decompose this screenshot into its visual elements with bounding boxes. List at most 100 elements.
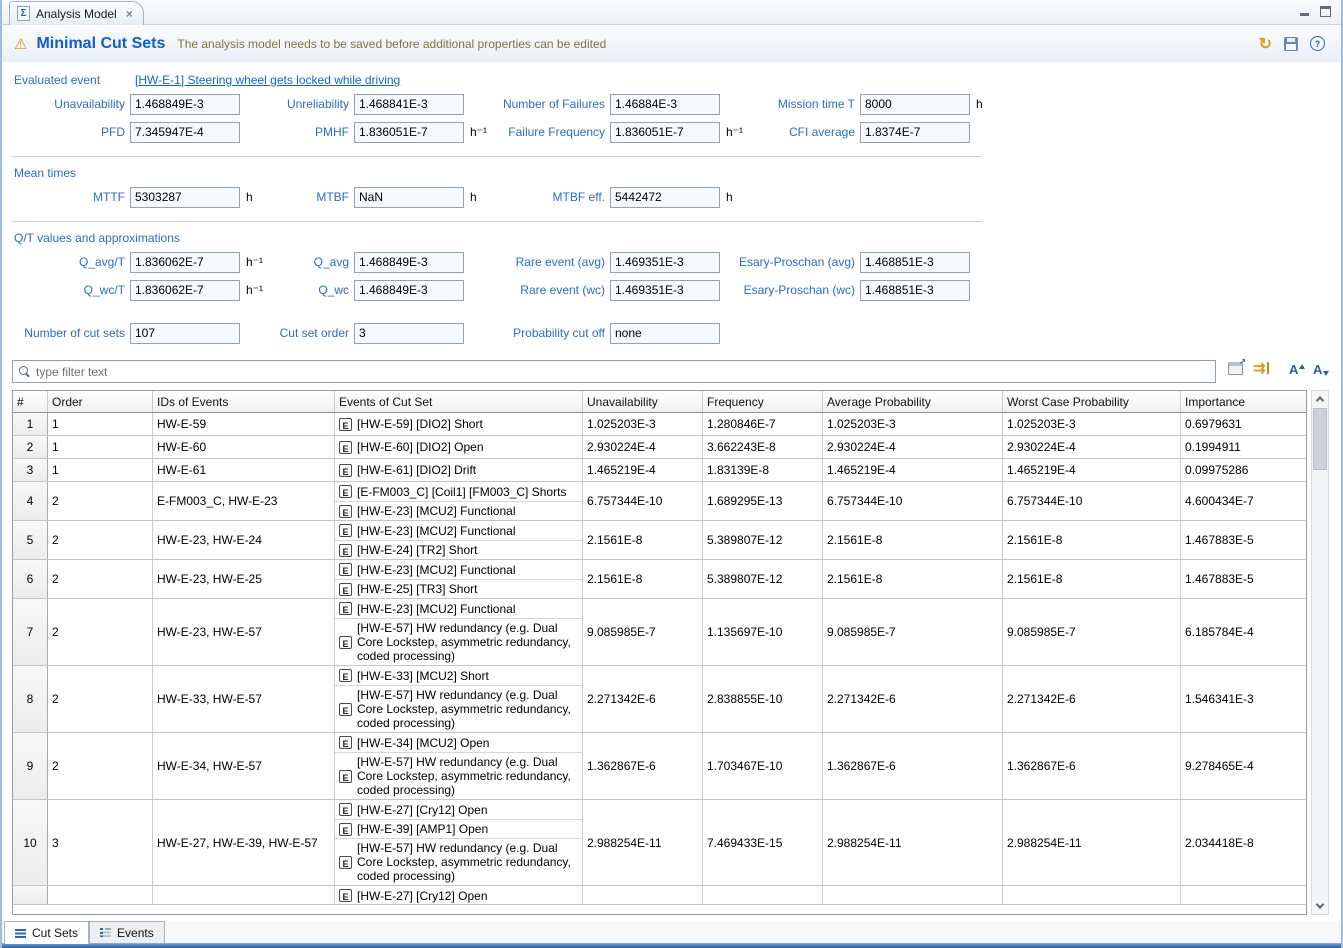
font-increase-icon[interactable]: A xyxy=(1289,362,1305,377)
event-entry: E[HW-E-25] [TR3] Short xyxy=(335,579,582,598)
scrollbar-thumb[interactable] xyxy=(1313,408,1327,470)
vertical-scrollbar[interactable] xyxy=(1311,390,1329,915)
column-header-num[interactable]: # xyxy=(13,391,48,412)
mean-times-title: Mean times xyxy=(14,166,76,180)
order-cell: 2 xyxy=(48,482,153,520)
rare-event-wc-input[interactable] xyxy=(610,280,720,301)
mission-time-input[interactable] xyxy=(860,94,970,115)
scroll-up-icon[interactable] xyxy=(1312,391,1328,407)
mtbf-eff-input[interactable] xyxy=(610,187,720,208)
table-row[interactable]: 21HW-E-60E[HW-E-60] [DIO2] Open2.930224E… xyxy=(13,436,1306,459)
table-row[interactable]: E[HW-E-27] [Cry12] Open xyxy=(13,886,1306,905)
pmhf-input[interactable] xyxy=(354,122,464,143)
cfi-average-input[interactable] xyxy=(860,122,970,143)
bottom-tab-bar: Cut Sets Events xyxy=(2,921,1341,944)
maximize-icon[interactable] xyxy=(1320,6,1331,17)
link-selection-icon[interactable]: ⇉ xyxy=(1253,359,1269,377)
table-row[interactable]: 62HW-E-23, HW-E-25E[HW-E-23] [MCU2] Func… xyxy=(13,560,1306,599)
frequency-cell: 1.135697E-10 xyxy=(703,599,823,665)
field-mttf: MTTF h xyxy=(12,185,253,209)
failure-frequency-input[interactable] xyxy=(610,122,720,143)
row-index-cell: 5 xyxy=(13,521,48,559)
tab-analysis-model[interactable]: Σ Analysis Model × xyxy=(9,1,144,25)
field-q-avg-t: Q_avg/T h⁻¹ xyxy=(12,250,263,274)
event-label: [HW-E-59] [DIO2] Short xyxy=(357,417,483,431)
number-of-cut-sets-input[interactable] xyxy=(130,323,240,344)
event-icon: E xyxy=(339,602,352,615)
table-row[interactable]: 72HW-E-23, HW-E-57E[HW-E-23] [MCU2] Func… xyxy=(13,599,1306,666)
recalculate-icon[interactable]: ↻ xyxy=(1259,34,1272,54)
font-decrease-icon[interactable]: A xyxy=(1313,362,1329,377)
filter-input[interactable] xyxy=(36,365,1210,379)
tab-events[interactable]: Events xyxy=(89,921,165,943)
event-entry: E[HW-E-23] [MCU2] Functional xyxy=(335,521,582,540)
frequency-cell: 3.662243E-8 xyxy=(703,436,823,458)
importance-cell xyxy=(1181,886,1306,904)
worst-case-probability-cell: 2.271342E-6 xyxy=(1003,666,1181,732)
save-icon[interactable] xyxy=(1284,37,1298,51)
mtbf-input[interactable] xyxy=(354,187,464,208)
probability-cut-off-input[interactable] xyxy=(610,323,720,344)
unreliability-input[interactable] xyxy=(354,94,464,115)
q-wc-input[interactable] xyxy=(354,280,464,301)
event-icon: E xyxy=(339,544,352,557)
unavailability-input[interactable] xyxy=(130,94,240,115)
cut-sets-table: #OrderIDs of EventsEvents of Cut SetUnav… xyxy=(12,390,1307,915)
help-icon[interactable]: ? xyxy=(1310,36,1325,51)
number-of-failures-input[interactable] xyxy=(610,94,720,115)
evaluated-event-link[interactable]: [HW-E-1] Steering wheel gets locked whil… xyxy=(135,73,400,87)
order-cell: 3 xyxy=(48,800,153,885)
q-avg-input[interactable] xyxy=(354,252,464,273)
ids-cell xyxy=(153,886,335,904)
column-header-ids-of-events[interactable]: IDs of Events xyxy=(153,391,335,412)
column-header-events-of-cut-set[interactable]: Events of Cut Set xyxy=(335,391,583,412)
esary-proschan-wc-input[interactable] xyxy=(860,280,970,301)
field-number-of-failures: Number of Failures xyxy=(482,92,720,116)
event-label: [HW-E-57] HW redundancy (e.g. Dual Core … xyxy=(357,755,578,797)
event-label: [E-FM003_C] [Coil1] [FM003_C] Shorts xyxy=(357,485,566,499)
column-header-unavailability[interactable]: Unavailability xyxy=(583,391,703,412)
table-row[interactable]: 52HW-E-23, HW-E-24E[HW-E-23] [MCU2] Func… xyxy=(13,521,1306,560)
q-avg-t-input[interactable] xyxy=(130,252,240,273)
page-title: Minimal Cut Sets xyxy=(36,35,165,53)
row-index-cell: 8 xyxy=(13,666,48,732)
worst-case-probability-cell xyxy=(1003,886,1181,904)
frequency-cell xyxy=(703,886,823,904)
cut-set-order-input[interactable] xyxy=(354,323,464,344)
worst-case-probability-cell: 2.1561E-8 xyxy=(1003,521,1181,559)
column-header-worst-case-probability[interactable]: Worst Case Probability xyxy=(1003,391,1181,412)
table-row[interactable]: 82HW-E-33, HW-E-57E[HW-E-33] [MCU2] Shor… xyxy=(13,666,1306,733)
tab-cut-sets[interactable]: Cut Sets xyxy=(4,921,89,944)
table-row[interactable]: 31HW-E-61E[HW-E-61] [DIO2] Drift1.465219… xyxy=(13,459,1306,482)
table-row[interactable]: 11HW-E-59E[HW-E-59] [DIO2] Short1.025203… xyxy=(13,413,1306,436)
order-cell xyxy=(48,886,153,904)
average-probability-cell: 6.757344E-10 xyxy=(823,482,1003,520)
esary-proschan-avg-input[interactable] xyxy=(860,252,970,273)
frequency-cell: 5.389807E-12 xyxy=(703,560,823,598)
detach-view-icon[interactable] xyxy=(1228,362,1243,375)
unavailability-cell: 1.025203E-3 xyxy=(583,413,703,435)
frequency-cell: 1.83139E-8 xyxy=(703,459,823,481)
pfd-input[interactable] xyxy=(130,122,240,143)
column-header-average-probability[interactable]: Average Probability xyxy=(823,391,1003,412)
table-row[interactable]: 42E-FM003_C, HW-E-23E[E-FM003_C] [Coil1]… xyxy=(13,482,1306,521)
importance-cell: 6.185784E-4 xyxy=(1181,599,1306,665)
q-wc-t-input[interactable] xyxy=(130,280,240,301)
event-entry: E[HW-E-60] [DIO2] Open xyxy=(335,438,582,457)
column-header-frequency[interactable]: Frequency xyxy=(703,391,823,412)
field-probability-cut-off: Probability cut off xyxy=(482,321,720,345)
event-entry: E[HW-E-57] HW redundancy (e.g. Dual Core… xyxy=(335,838,582,885)
mttf-input[interactable] xyxy=(130,187,240,208)
scroll-down-icon[interactable] xyxy=(1312,898,1328,914)
table-row[interactable]: 103HW-E-27, HW-E-39, HW-E-57E[HW-E-27] [… xyxy=(13,800,1306,886)
field-mission-time: Mission time T h xyxy=(732,92,983,116)
minimize-icon[interactable] xyxy=(1299,6,1310,17)
event-label: [HW-E-34] [MCU2] Open xyxy=(357,736,489,750)
evaluated-event-label: Evaluated event xyxy=(14,73,100,87)
frequency-cell: 5.389807E-12 xyxy=(703,521,823,559)
table-row[interactable]: 92HW-E-34, HW-E-57E[HW-E-34] [MCU2] Open… xyxy=(13,733,1306,800)
column-header-importance[interactable]: Importance xyxy=(1181,391,1306,412)
rare-event-avg-input[interactable] xyxy=(610,252,720,273)
column-header-order[interactable]: Order xyxy=(48,391,153,412)
close-tab-icon[interactable]: × xyxy=(126,7,133,21)
